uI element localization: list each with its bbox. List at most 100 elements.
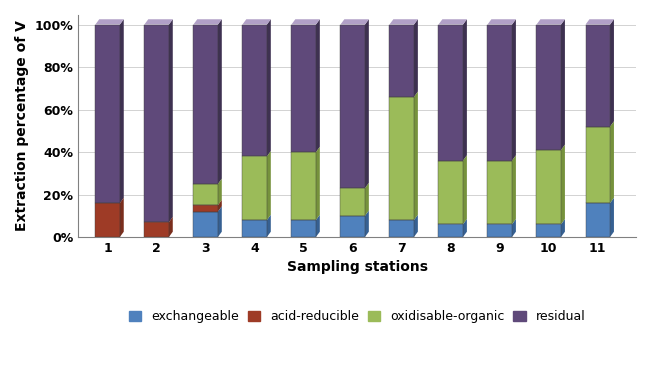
Bar	[439, 25, 463, 160]
Polygon shape	[585, 121, 614, 126]
Bar	[439, 224, 463, 237]
Polygon shape	[316, 147, 320, 220]
Polygon shape	[389, 215, 418, 220]
Polygon shape	[463, 155, 467, 224]
Polygon shape	[389, 19, 418, 25]
Polygon shape	[536, 219, 565, 224]
Polygon shape	[193, 178, 222, 184]
Polygon shape	[218, 178, 222, 205]
Y-axis label: Extraction percentage of V: Extraction percentage of V	[15, 21, 29, 231]
Bar	[242, 220, 267, 237]
Bar	[145, 25, 169, 222]
Bar	[95, 203, 120, 237]
Bar	[536, 224, 561, 237]
Polygon shape	[242, 19, 271, 25]
Polygon shape	[242, 215, 271, 220]
Polygon shape	[439, 19, 467, 25]
Bar	[536, 150, 561, 224]
Polygon shape	[414, 92, 418, 220]
X-axis label: Sampling stations: Sampling stations	[286, 260, 428, 275]
Bar	[488, 160, 512, 224]
Bar	[292, 25, 316, 152]
Bar	[389, 97, 414, 220]
Bar	[488, 25, 512, 160]
Bar	[585, 203, 610, 237]
Bar	[488, 224, 512, 237]
Polygon shape	[561, 145, 565, 224]
Polygon shape	[414, 19, 418, 97]
Bar	[193, 211, 218, 237]
Polygon shape	[292, 147, 320, 152]
Bar	[242, 156, 267, 220]
Polygon shape	[169, 19, 173, 222]
Polygon shape	[488, 219, 516, 224]
Bar	[389, 25, 414, 97]
Bar	[340, 188, 365, 216]
Bar	[95, 25, 120, 203]
Polygon shape	[120, 198, 124, 237]
Bar	[145, 25, 169, 222]
Polygon shape	[292, 215, 320, 220]
Bar	[340, 25, 365, 188]
Polygon shape	[439, 155, 467, 160]
Bar	[536, 25, 561, 150]
Polygon shape	[193, 206, 222, 211]
Polygon shape	[218, 200, 222, 211]
Bar	[585, 25, 610, 126]
Polygon shape	[120, 19, 124, 203]
Polygon shape	[414, 215, 418, 237]
Polygon shape	[145, 217, 173, 222]
Bar	[340, 188, 365, 216]
Bar	[488, 224, 512, 237]
Bar	[95, 203, 120, 237]
Polygon shape	[585, 198, 614, 203]
Bar	[536, 25, 561, 150]
Bar	[193, 205, 218, 211]
Polygon shape	[316, 19, 320, 152]
Bar	[340, 216, 365, 237]
Bar	[340, 216, 365, 237]
Bar	[536, 150, 561, 224]
Bar	[292, 25, 316, 152]
Polygon shape	[95, 198, 124, 203]
Polygon shape	[536, 19, 565, 25]
Polygon shape	[365, 183, 369, 216]
Bar	[242, 156, 267, 220]
Polygon shape	[463, 19, 467, 160]
Polygon shape	[267, 151, 271, 220]
Bar	[193, 205, 218, 211]
Polygon shape	[365, 211, 369, 237]
Polygon shape	[512, 155, 516, 224]
Polygon shape	[365, 19, 369, 188]
Polygon shape	[561, 19, 565, 150]
Polygon shape	[463, 219, 467, 237]
Polygon shape	[267, 19, 271, 156]
Bar	[145, 222, 169, 237]
Polygon shape	[218, 19, 222, 184]
Polygon shape	[512, 219, 516, 237]
Bar	[340, 25, 365, 188]
Polygon shape	[340, 211, 369, 216]
Bar	[439, 25, 463, 160]
Bar	[439, 160, 463, 224]
Polygon shape	[316, 215, 320, 237]
Polygon shape	[242, 151, 271, 156]
Bar	[242, 25, 267, 156]
Bar	[145, 222, 169, 237]
Bar	[95, 25, 120, 203]
Bar	[585, 126, 610, 203]
Bar	[292, 152, 316, 220]
Bar	[389, 25, 414, 97]
Polygon shape	[512, 19, 516, 160]
Polygon shape	[585, 19, 614, 25]
Polygon shape	[389, 92, 418, 97]
Bar	[488, 25, 512, 160]
Polygon shape	[95, 19, 124, 25]
Bar	[585, 203, 610, 237]
Polygon shape	[340, 183, 369, 188]
Bar	[193, 211, 218, 237]
Bar	[193, 184, 218, 205]
Polygon shape	[488, 19, 516, 25]
Polygon shape	[610, 198, 614, 237]
Bar	[193, 25, 218, 184]
